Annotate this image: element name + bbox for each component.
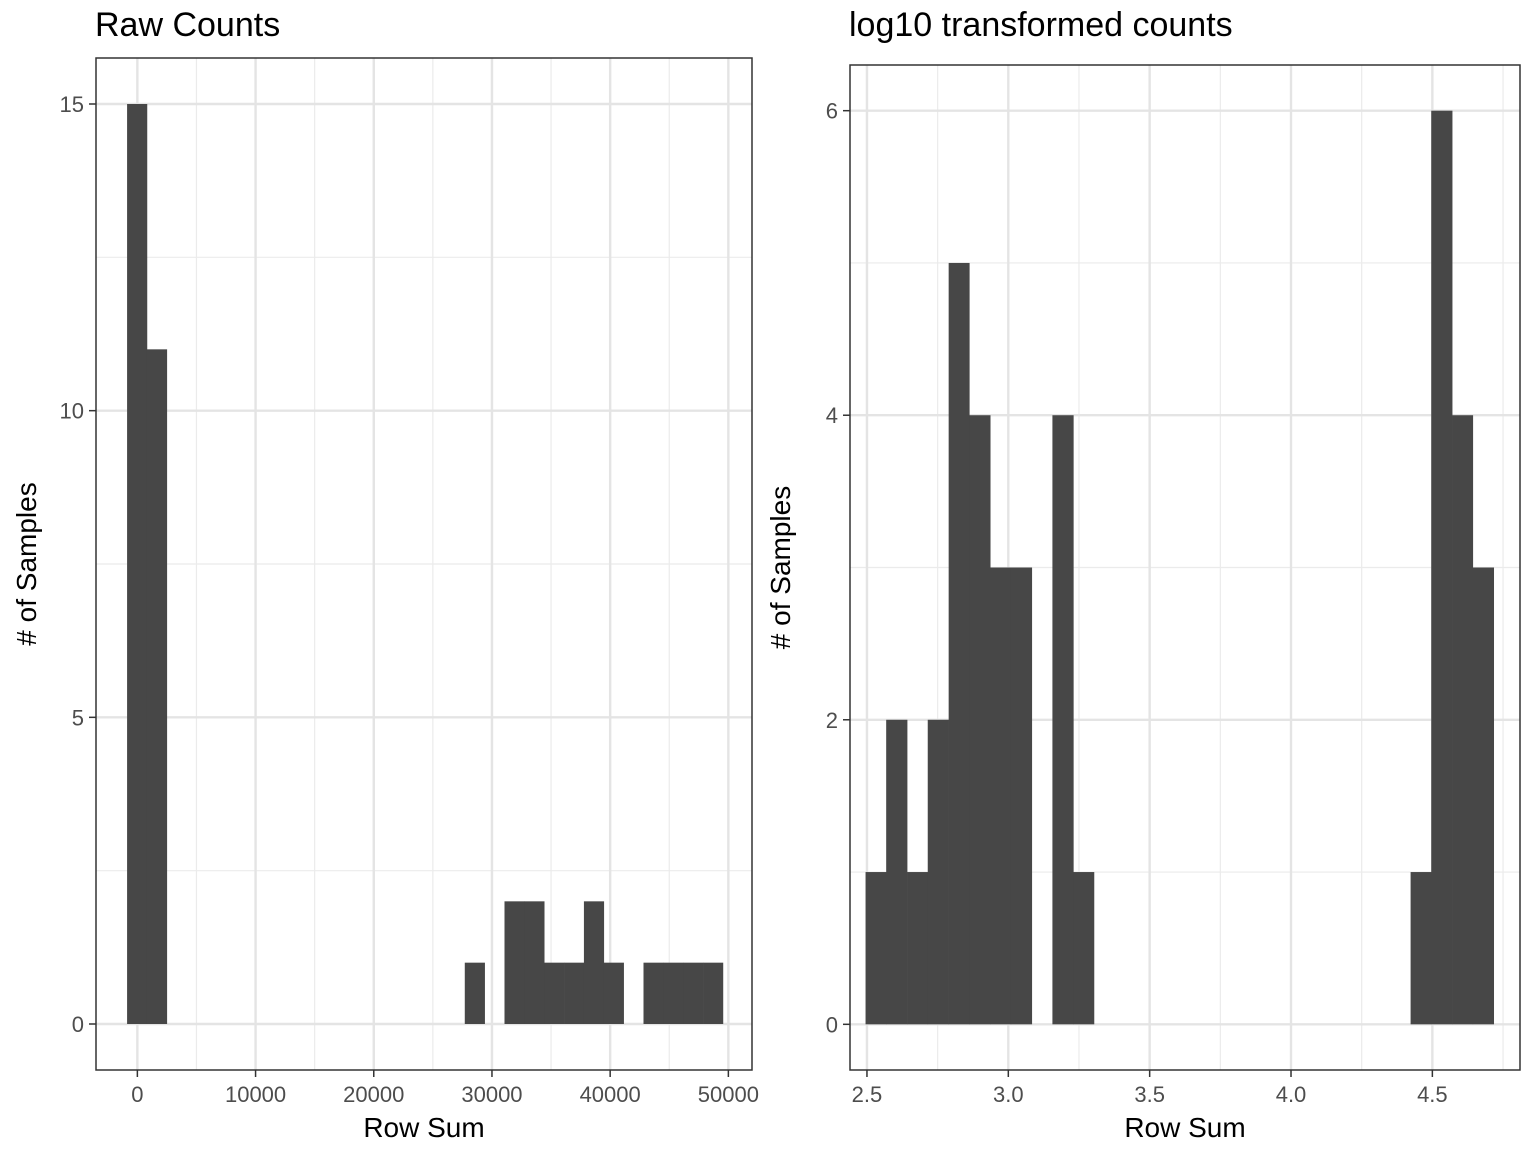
x-tick-label: 20000 [343,1082,404,1107]
histogram-bar [1010,567,1033,1025]
x-axis-label: Row Sum [363,1112,484,1143]
histogram-bar [927,719,949,1025]
histogram-bar [886,719,908,1025]
histogram-bar [663,962,684,1024]
chart-svg: 0 10000 20000 30000 40000 50000 Row Sum 0 5 10 15 #… [11,57,759,1143]
plot-border [95,57,753,1071]
x-tick-label: 4.0 [1276,1082,1307,1107]
y-tick-label: 0 [826,1012,838,1037]
x-axis-label: Row Sum [1124,1112,1245,1143]
histogram-bar [464,962,485,1024]
histogram-bar [583,901,605,1024]
histogram-bar [146,349,168,1024]
panel-log10-counts: log10 transformed counts 2.5 3.0 3.5 4.0 4.5 R… [768,0,1536,1152]
y-tick-label: 6 [826,99,838,124]
histogram-bar [544,962,565,1024]
chart-svg: 2.5 3.0 3.5 4.0 4.5 Row Sum 0 2 4 6 # of Samples [768,64,1521,1143]
histogram-bar [683,962,704,1024]
y-tick-label: 0 [72,1012,84,1037]
histogram-bar [865,872,887,1025]
bars [127,104,724,1024]
y-tick-label: 15 [60,92,84,117]
x-tick-label: 50000 [698,1082,759,1107]
x-tick-label: 0 [131,1082,143,1107]
histogram-bar [703,962,724,1024]
y-axis: 0 2 4 6 [826,99,850,1037]
y-tick-label: 2 [826,708,838,733]
histogram-bar [948,262,970,1025]
histogram-bar [504,901,525,1024]
histogram-bar [643,962,664,1024]
histogram-bar [1452,415,1474,1025]
histogram-bar [1410,872,1432,1025]
x-tick-label: 2.5 [852,1082,883,1107]
histogram-bar [603,962,624,1024]
histogram-bar [524,901,545,1024]
y-tick-label: 5 [72,705,84,730]
histogram-bar [1052,415,1074,1025]
plot-border [849,64,1521,1071]
x-tick-label: 3.0 [993,1082,1024,1107]
minor-grid [96,58,752,1070]
panel-raw-counts: Raw Counts 0 10000 20000 30000 40000 50000 Row … [11,6,759,1143]
y-tick-label: 10 [60,399,84,424]
y-tick-label: 4 [826,403,838,428]
x-tick-label: 10000 [225,1082,286,1107]
histogram-bar [990,567,1012,1025]
histogram-bar [1073,872,1095,1025]
y-axis: 0 5 10 15 [60,92,96,1037]
histogram-bar [564,962,585,1024]
histogram-bar [1431,110,1453,1025]
x-axis: 0 10000 20000 30000 40000 50000 [131,1070,759,1107]
histogram-bar [907,872,929,1025]
histogram-bar [969,415,991,1025]
x-tick-label: 30000 [461,1082,522,1107]
chart-title: Raw Counts [95,6,281,44]
bars [865,110,1495,1025]
x-tick-label: 3.5 [1134,1082,1165,1107]
histogram-bar [127,104,148,1024]
y-axis-label: # of Samples [11,482,42,645]
x-tick-label: 40000 [580,1082,641,1107]
x-tick-label: 4.5 [1417,1082,1448,1107]
y-axis-label: # of Samples [768,486,796,649]
x-axis: 2.5 3.0 3.5 4.0 4.5 [852,1070,1448,1107]
histogram-bar [1472,567,1495,1025]
chart-title: log10 transformed counts [849,6,1233,44]
